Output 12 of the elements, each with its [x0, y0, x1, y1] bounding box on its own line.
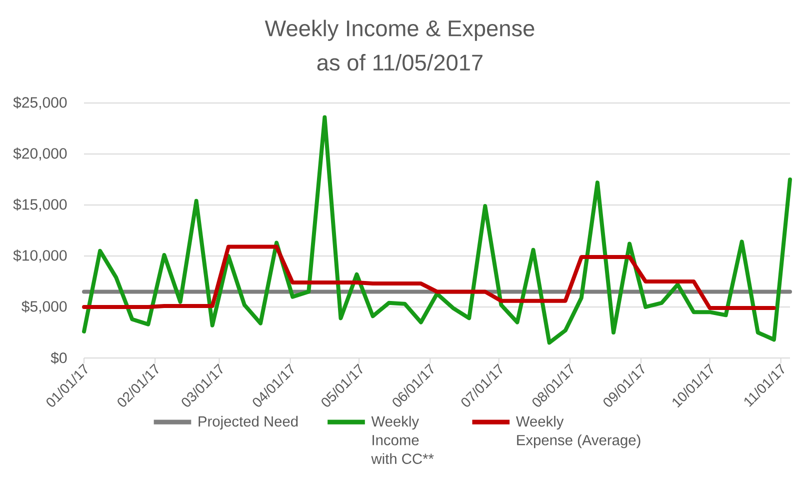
y-tick-label: $5,000 [22, 300, 67, 314]
legend-label: Projected Need [198, 416, 298, 430]
legend-label: Weekly Expense (Average) [516, 416, 640, 448]
y-tick-label: $20,000 [13, 147, 67, 161]
legend-label: Weekly Income with CC** [371, 416, 434, 464]
y-tick-label: $10,000 [13, 249, 67, 263]
y-tick-label: $15,000 [13, 198, 67, 212]
chart-title: Weekly Income & Expense [264, 20, 534, 41]
y-tick-label: $0 [50, 352, 67, 364]
chart-subtitle: as of 11/05/2017 [317, 54, 482, 71]
line-series [82, 115, 792, 345]
y-tick-label: $25,000 [13, 96, 67, 110]
